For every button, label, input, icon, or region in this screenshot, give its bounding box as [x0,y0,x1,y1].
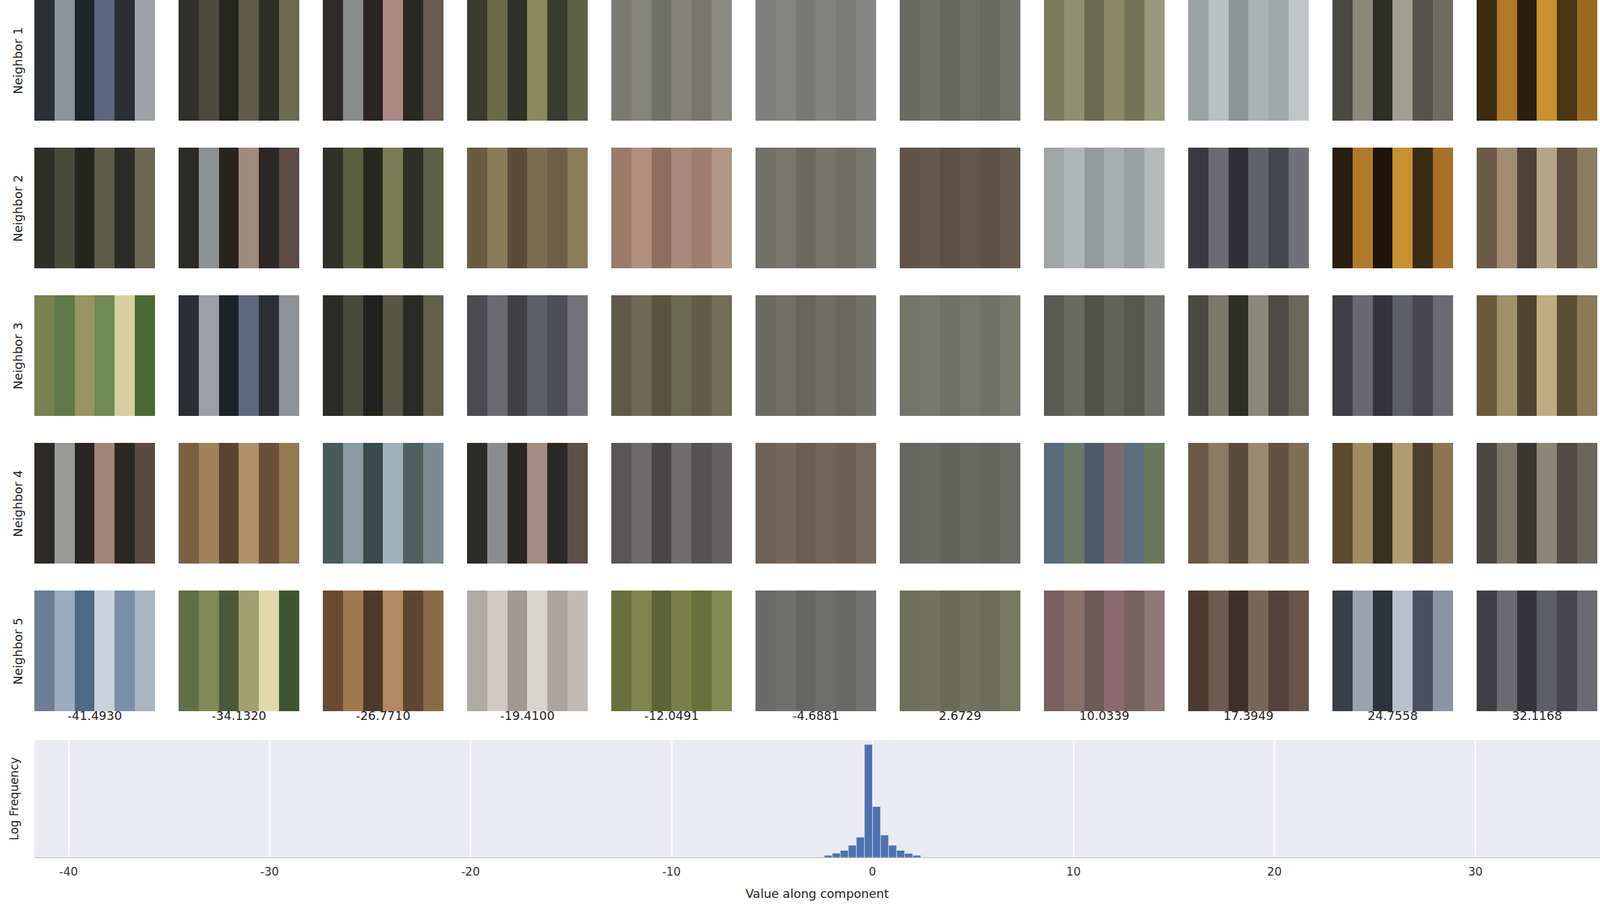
svg-text:0: 0 [868,864,877,879]
html-text:17.3949: 17.3949 [1223,708,1274,723]
svg-text:-10: -10 [661,864,681,879]
svg-text:30: 30 [1467,864,1483,879]
svg-text:10: 10 [1066,864,1082,879]
html-text:Neighbor 4: Neighbor 4 [10,469,25,537]
svg-text:-20: -20 [460,864,480,879]
html-text:2.6729: 2.6729 [938,708,982,723]
svg-text:Value along component: Value along component [745,886,889,901]
html-text:-26.7710: -26.7710 [355,708,411,723]
svg-text:-40: -40 [59,864,79,879]
html-text:10.0339: 10.0339 [1079,708,1130,723]
svg-text:20: 20 [1267,864,1282,879]
html-text:-4.6881: -4.6881 [792,708,840,723]
html-text:Neighbor 3: Neighbor 3 [10,322,25,390]
html-text:Neighbor 2: Neighbor 2 [10,174,25,242]
html-text:Neighbor 5: Neighbor 5 [10,617,25,685]
html-text:-12.0491: -12.0491 [644,708,699,723]
html-text:24.7558: 24.7558 [1367,708,1418,723]
html-text:32.1168: 32.1168 [1511,708,1563,723]
html-text:-19.4100: -19.4100 [500,708,555,723]
html-text:-41.4930: -41.4930 [67,708,122,723]
html-text:-34.1320: -34.1320 [211,708,267,723]
html-text:Neighbor 1: Neighbor 1 [10,26,25,94]
svg-text:-30: -30 [260,864,280,879]
svg-text:Log Frequency: Log Frequency [7,756,21,841]
